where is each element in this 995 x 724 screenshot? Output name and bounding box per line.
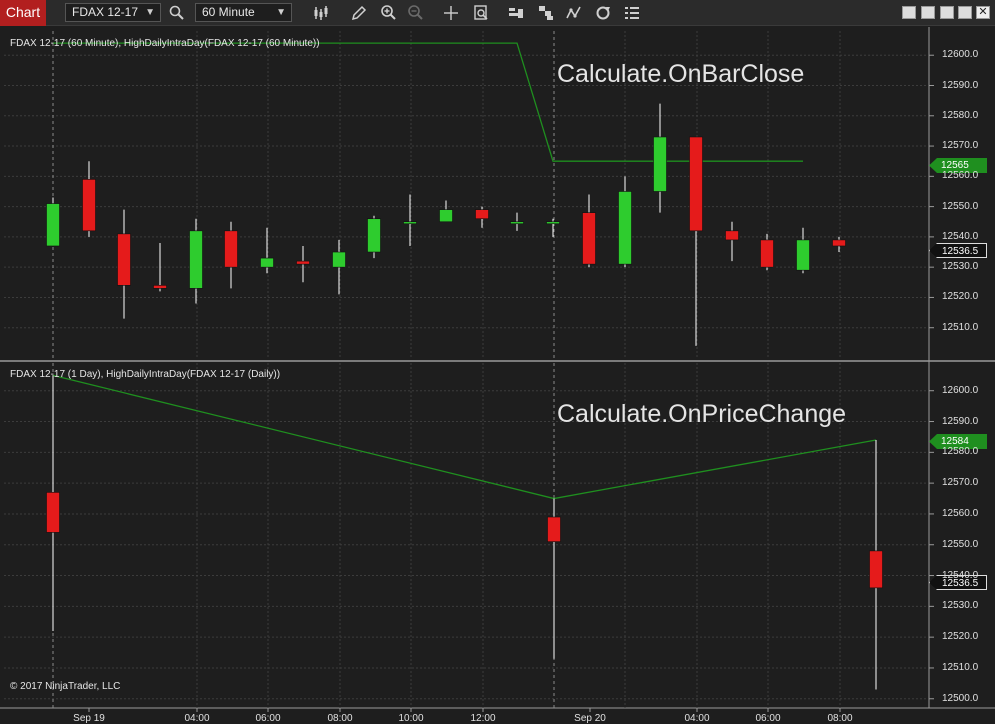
top-candle-body (82, 179, 96, 232)
chart-canvas[interactable] (0, 27, 995, 724)
maximize-button[interactable] (958, 6, 972, 19)
x-tick-label: 08:00 (827, 713, 853, 724)
data-box-icon[interactable] (472, 4, 490, 22)
top-candle-body (725, 230, 739, 241)
top-indicator-badge: 12565 (929, 158, 987, 173)
top-y-tick-label: 12600.0 (942, 49, 979, 61)
bottom-y-tick-label: 12580.0 (942, 446, 979, 458)
x-tick-label: 04:00 (684, 713, 710, 724)
top-indicator-line (53, 42, 803, 162)
properties-icon[interactable] (623, 4, 641, 22)
top-candle-body (117, 233, 131, 286)
instrument-selector[interactable]: FDAX 12-17 ▼ (65, 3, 161, 22)
instrument-value: FDAX 12-17 (72, 5, 139, 19)
bottom-y-tick-label: 12530.0 (942, 600, 979, 612)
bottom-y-tick-label: 12560.0 (942, 507, 979, 519)
top-candle-body (332, 251, 346, 268)
top-candle-body (403, 221, 417, 225)
search-icon[interactable] (168, 4, 186, 22)
bottom-y-tick-label: 12520.0 (942, 631, 979, 643)
bottom-indicator-badge: 12584 (929, 434, 987, 449)
x-tick-label: 10:00 (398, 713, 424, 724)
top-price-badge: 12536.5 (929, 243, 987, 258)
top-candle-body (582, 212, 596, 265)
bottom-y-tick-label: 12590.0 (942, 415, 979, 427)
bottom-y-tick-label: 12510.0 (942, 661, 979, 673)
top-candle-body (689, 136, 703, 232)
window-button-1[interactable] (902, 6, 916, 19)
bottom-y-tick-label: 12550.0 (942, 538, 979, 550)
chart-tab[interactable]: Chart (0, 0, 46, 26)
top-candle-body (439, 209, 453, 223)
crosshair-icon[interactable] (442, 4, 460, 22)
window-button-2[interactable] (921, 6, 935, 19)
minimize-button[interactable] (940, 6, 954, 19)
bottom-y-tick-label: 12600.0 (942, 384, 979, 396)
bottom-candle-body (46, 492, 60, 533)
top-y-tick-label: 12590.0 (942, 79, 979, 91)
top-panel-overlay-text: Calculate.OnBarClose (557, 60, 805, 88)
top-panel-legend: FDAX 12-17 (60 Minute), HighDailyIntraDa… (10, 38, 320, 49)
top-candle-body (653, 136, 667, 192)
chart-toolbar: Chart FDAX 12-17 ▼ 60 Minute ▼ (0, 0, 995, 26)
strategies-icon[interactable] (537, 4, 555, 22)
bottom-candle-body (869, 550, 883, 589)
bottom-y-tick-label: 12540.0 (942, 569, 979, 581)
bottom-y-tick-label: 12500.0 (942, 692, 979, 704)
x-tick-label: 06:00 (755, 713, 781, 724)
top-candle-body (46, 203, 60, 247)
x-tick-label: 12:00 (470, 713, 496, 724)
bottom-candle-body (547, 516, 561, 542)
top-candle-body (153, 285, 167, 289)
chevron-down-icon: ▼ (276, 7, 286, 18)
top-candle-body (367, 218, 381, 253)
top-y-tick-label: 12530.0 (942, 261, 979, 273)
chevron-down-icon: ▼ (145, 7, 155, 18)
top-candle-body (760, 239, 774, 268)
x-tick-label: 06:00 (255, 713, 281, 724)
bar-style-icon[interactable] (312, 4, 330, 22)
top-y-tick-label: 12520.0 (942, 291, 979, 303)
draw-pencil-icon[interactable] (350, 4, 368, 22)
bottom-panel (4, 363, 928, 708)
top-candle-body (796, 239, 810, 271)
top-y-tick-label: 12570.0 (942, 140, 979, 152)
top-candle-body (260, 257, 274, 268)
copyright: © 2017 NinjaTrader, LLC (10, 681, 121, 692)
top-candle-body (832, 239, 846, 247)
interval-selector[interactable]: 60 Minute ▼ (195, 3, 292, 22)
bottom-panel-legend: FDAX 12-17 (1 Day), HighDailyIntraDay(FD… (10, 369, 281, 380)
refresh-icon[interactable] (594, 4, 612, 22)
x-tick-label: Sep 19 (73, 713, 105, 724)
top-candle-body (475, 209, 489, 220)
top-y-tick-label: 12540.0 (942, 230, 979, 242)
indicators-icon[interactable] (565, 4, 583, 22)
top-candle-body (546, 221, 560, 225)
bottom-panel-overlay-text: Calculate.OnPriceChange (557, 400, 847, 428)
bottom-y-tick-label: 12570.0 (942, 477, 979, 489)
top-y-tick-label: 12560.0 (942, 170, 979, 182)
interval-value: 60 Minute (202, 5, 255, 19)
x-tick-label: 04:00 (184, 713, 210, 724)
top-y-tick-label: 12550.0 (942, 200, 979, 212)
x-tick-label: Sep 20 (574, 713, 606, 724)
top-candle-body (189, 230, 203, 289)
bottom-price-badge: 12536.5 (929, 575, 987, 590)
zoom-in-icon[interactable] (380, 4, 398, 22)
top-candle-body (510, 221, 524, 225)
top-candle-body (224, 230, 238, 268)
top-y-tick-label: 12510.0 (942, 321, 979, 333)
top-candle-body (618, 191, 632, 265)
top-candle-body (296, 260, 310, 265)
order-icon[interactable] (507, 4, 525, 22)
x-tick-label: 08:00 (327, 713, 353, 724)
top-y-tick-label: 12580.0 (942, 109, 979, 121)
close-button[interactable]: ✕ (976, 6, 990, 19)
zoom-out-icon[interactable] (407, 4, 425, 22)
